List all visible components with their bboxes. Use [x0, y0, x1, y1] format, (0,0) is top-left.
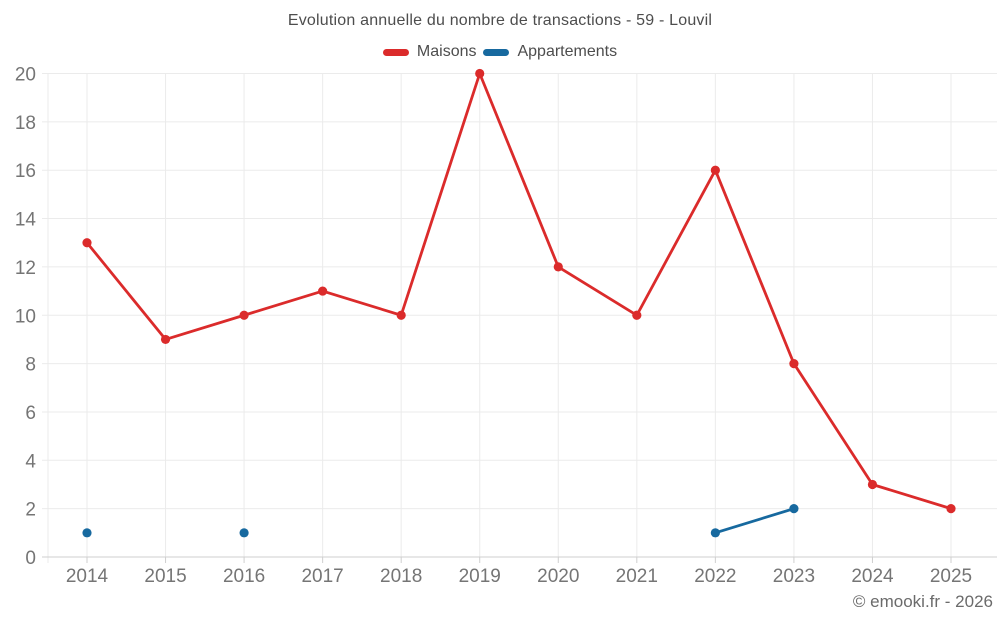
- point-maisons-2019[interactable]: [475, 68, 485, 79]
- point-maisons-2014[interactable]: [82, 238, 92, 248]
- chart-title: Evolution annuelle du nombre de transact…: [287, 12, 713, 29]
- point-appartements-2022[interactable]: [710, 528, 720, 538]
- x-axis-label: 2019: [459, 566, 501, 587]
- x-axis-label: 2017: [301, 566, 343, 587]
- y-axis-label: 20: [15, 65, 36, 86]
- point-maisons-2020[interactable]: [553, 262, 563, 272]
- point-appartements-2014[interactable]: [82, 528, 92, 538]
- x-axis-label: 2015: [144, 566, 186, 587]
- point-maisons-2017[interactable]: [318, 286, 328, 296]
- x-axis-label: 2020: [537, 566, 579, 587]
- y-axis-label: 4: [25, 451, 36, 472]
- appartements-series-swatch-icon: [483, 48, 510, 56]
- y-axis-label: 2: [25, 500, 36, 521]
- point-maisons-2025[interactable]: [946, 504, 956, 514]
- legend-item-maisons[interactable]: Maisons: [382, 43, 477, 61]
- x-axis-label: 2016: [223, 566, 265, 587]
- x-axis-label: 2023: [773, 566, 815, 587]
- chart-legend: Maisons Appartements: [0, 43, 1000, 61]
- y-axis-label: 10: [15, 306, 36, 327]
- maisons-legend-label: Maisons: [416, 43, 477, 60]
- point-maisons-2024[interactable]: [867, 479, 878, 490]
- point-maisons-2018[interactable]: [396, 310, 406, 320]
- x-axis-label: 2022: [694, 566, 736, 587]
- x-axis-label: 2025: [930, 566, 972, 587]
- y-axis-label: 8: [25, 355, 36, 376]
- maisons-line: [85, 72, 953, 511]
- y-axis-label: 14: [15, 210, 37, 231]
- y-axis-label: 0: [25, 548, 36, 569]
- y-axis-label: 18: [15, 113, 36, 134]
- point-maisons-2015[interactable]: [160, 334, 171, 345]
- point-maisons-2023[interactable]: [789, 359, 799, 369]
- point-maisons-2022[interactable]: [710, 165, 720, 175]
- x-axis-label: 2024: [851, 566, 894, 587]
- x-axis-label: 2018: [380, 566, 422, 587]
- appartements-legend-label: Appartements: [517, 43, 618, 60]
- maisons-series-swatch-icon: [382, 48, 409, 56]
- appartements-line: [713, 507, 796, 535]
- point-appartements-2023[interactable]: [789, 504, 799, 514]
- point-maisons-2021[interactable]: [632, 310, 642, 320]
- y-axis-label: 6: [25, 403, 36, 424]
- y-axis-label: 12: [15, 258, 36, 279]
- y-axis-label: 16: [15, 161, 36, 182]
- credit-text: © emooki.fr - 2026: [852, 592, 993, 611]
- point-appartements-2016[interactable]: [239, 528, 249, 538]
- x-axis-label: 2014: [66, 566, 109, 587]
- point-maisons-2016[interactable]: [239, 310, 249, 320]
- x-axis-label: 2021: [616, 566, 658, 587]
- legend-item-appartements[interactable]: Appartements: [483, 43, 617, 61]
